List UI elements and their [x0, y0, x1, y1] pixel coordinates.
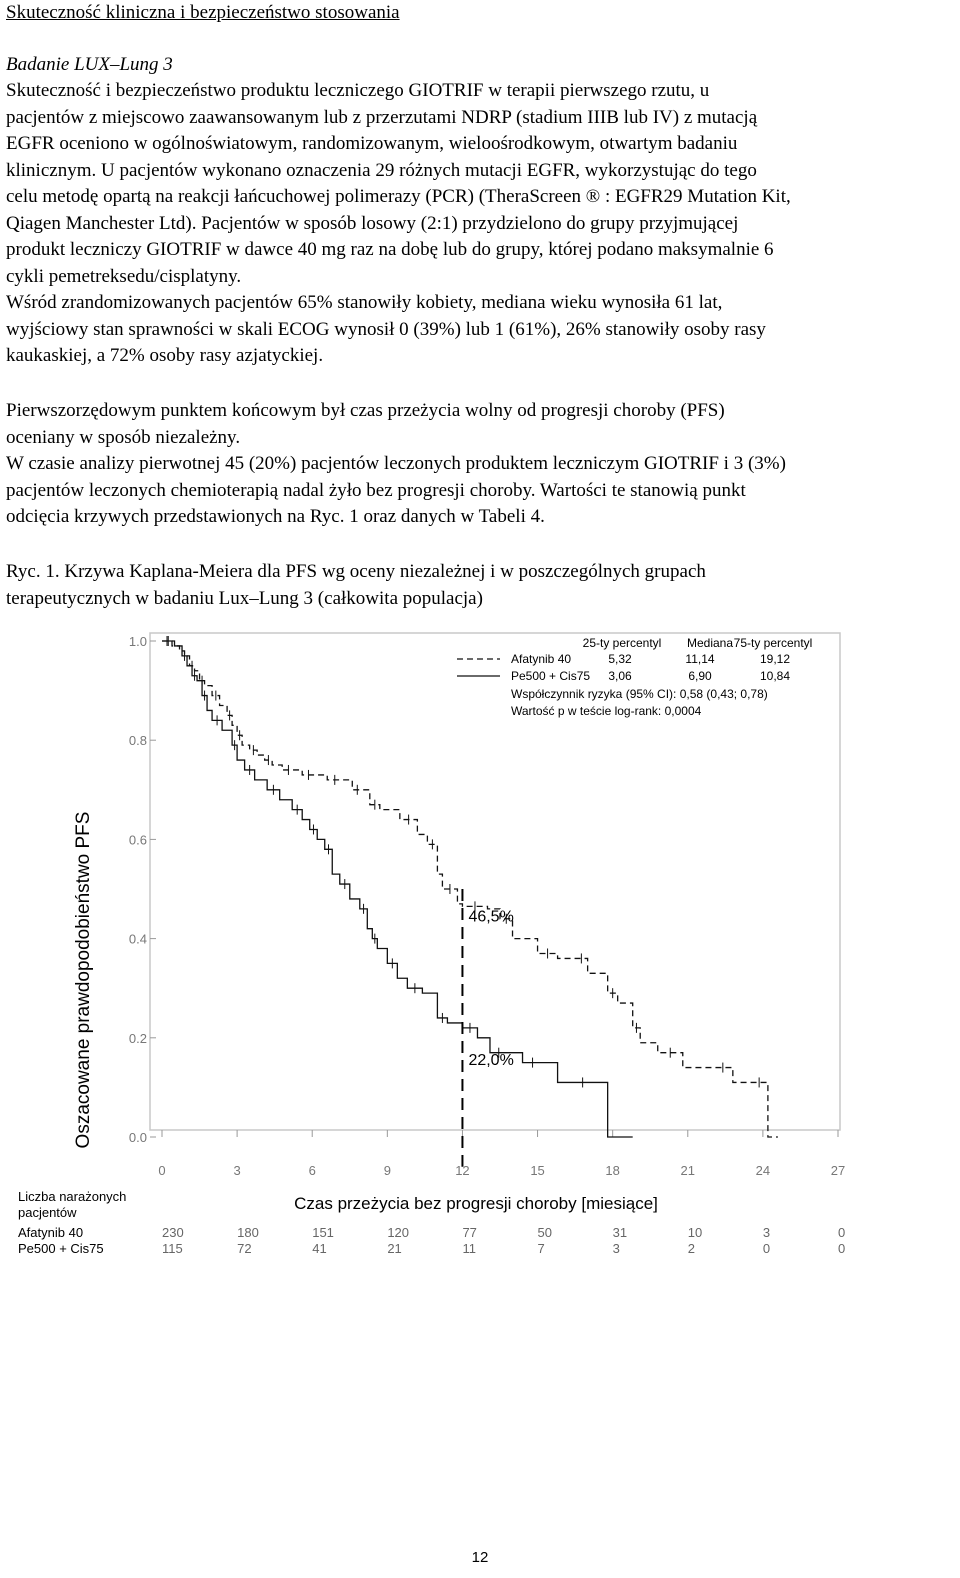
paragraph-line: wyjściowy stan sprawności w skali ECOG w… [6, 318, 766, 340]
risk-table-cell: 7 [538, 1241, 545, 1256]
figure-caption: Ryc. 1. Krzywa Kaplana-Meiera dla PFS wg… [6, 559, 951, 612]
paragraph-primary-endpoint: Pierwszorzędowym punktem końcowym był cz… [6, 398, 951, 531]
paragraph-line: EGFR oceniono w ogólnoświatowym, randomi… [6, 133, 738, 154]
legend-series-name: Afatynib 40 [511, 652, 571, 666]
risk-table-cell: 0 [763, 1241, 770, 1256]
series-line-afatynib [162, 640, 778, 1138]
legend: 25-ty percentyl Mediana 75-ty percentyl Afa… [457, 636, 812, 718]
y-tick-label: 0.8 [129, 733, 147, 748]
y-axis-label: Oszacowane prawdopodobieństwo PFS [73, 812, 94, 1149]
risk-table-cell: 11 [462, 1241, 476, 1256]
y-tick-label: 0.6 [129, 832, 147, 847]
paragraph-line: Pierwszorzędowym punktem końcowym był cz… [6, 400, 725, 421]
risk-table-cell: 3 [613, 1241, 620, 1256]
paragraph-line: Wśród zrandomizowanych pacjentów 65% sta… [6, 292, 723, 313]
legend-value-median: 11,14 [685, 652, 714, 666]
x-tick-label: 3 [233, 1163, 240, 1178]
p-value-text: Wartość p w teście log-rank: 0,0004 [511, 704, 702, 718]
risk-table-cell: 120 [387, 1225, 409, 1240]
paragraph-line: pacjentów z miejscowo zaawansowanym lub … [6, 106, 758, 128]
y-tick-label: 0.0 [129, 1130, 147, 1145]
risk-table-cell: 50 [538, 1225, 552, 1240]
annotation-label: 22,0% [468, 1052, 513, 1069]
risk-table-cell: 0 [838, 1241, 845, 1256]
risk-table-cell: 0 [838, 1225, 845, 1240]
annotation-label: 46,5% [468, 908, 513, 925]
legend-value-p75: 19,12 [760, 652, 790, 666]
legend-header: 75-ty percentyl [734, 636, 813, 650]
paragraph-line: produkt leczniczy GIOTRIF w dawce 40 mg … [6, 239, 774, 260]
paragraph-line: Qiagen Manchester Ltd). Pacjentów w spos… [6, 212, 739, 234]
x-axis: 0 3 6 9 12 15 18 21 24 27 [158, 1130, 845, 1178]
x-tick-label: 15 [530, 1163, 544, 1178]
risk-table-cell: 21 [387, 1241, 401, 1256]
x-axis-label: Czas przeżycia bez progresji choroby [mi… [294, 1194, 658, 1213]
risk-table-cell: 41 [312, 1241, 326, 1256]
paragraph-line: odcięcia krzywych przedstawionych na Ryc… [6, 506, 545, 527]
risk-table-title: Liczba narażonych [18, 1189, 126, 1204]
x-tick-label: 12 [455, 1163, 469, 1178]
y-tick-label: 0.4 [129, 932, 147, 947]
legend-value-p25: 3,06 [608, 669, 632, 683]
x-tick-label: 24 [756, 1163, 770, 1178]
risk-table-cell: 151 [312, 1225, 334, 1240]
x-tick-label: 6 [309, 1163, 316, 1178]
risk-table-cell: 10 [688, 1225, 702, 1240]
risk-table-cell: 115 [162, 1241, 183, 1256]
x-tick-label: 21 [681, 1163, 695, 1178]
risk-table-row-name: Afatynib 40 [18, 1225, 83, 1240]
hazard-ratio-text: Współczynnik ryzyka (95% CI): 0,58 (0,43… [511, 687, 768, 701]
paragraph-line: oceniany w sposób niezależny. [6, 426, 241, 448]
censor-marks [166, 636, 760, 1088]
legend-value-median: 6,90 [688, 669, 712, 683]
x-tick-label: 27 [831, 1163, 845, 1178]
legend-header: Mediana [687, 636, 733, 650]
caption-line: Ryc. 1. Krzywa Kaplana-Meiera dla PFS wg… [6, 561, 706, 582]
legend-value-p25: 5,32 [608, 652, 632, 666]
y-axis: 0.0 0.2 0.4 0.6 0.8 1.0 [129, 634, 156, 1145]
paragraph-line: celu metodę opartą na reakcji łańcuchowe… [6, 186, 791, 207]
risk-table-cell: 31 [613, 1225, 627, 1240]
paragraph-study-description: Skuteczność i bezpieczeństwo produktu le… [6, 78, 951, 370]
study-name: Badanie LUX–Lung 3 [6, 54, 173, 75]
risk-table-title: pacjentów [18, 1205, 77, 1220]
paragraph-line: kaukaskiej, a 72% osoby rasy azjatyckiej… [6, 345, 324, 366]
y-tick-label: 1.0 [129, 634, 147, 649]
paragraph-line: cykli pemetreksedu/cisplatyny. [6, 265, 242, 287]
risk-table-cell: 77 [462, 1225, 476, 1240]
legend-header: 25-ty percentyl [583, 636, 662, 650]
risk-table-cell: 180 [237, 1225, 259, 1240]
kaplan-meier-chart: 0.0 0.2 0.4 0.6 0.8 1.0 0 3 6 9 12 15 18 21 24 27 46,5… [0, 625, 960, 1265]
page-number: 12 [471, 1549, 489, 1566]
y-tick-label: 0.2 [129, 1031, 147, 1046]
paragraph-line: Skuteczność i bezpieczeństwo produktu le… [6, 80, 710, 101]
x-tick-label: 0 [158, 1163, 165, 1178]
caption-line: terapeutycznych w badaniu Lux–Lung 3 (ca… [6, 587, 483, 609]
paragraph-line: klinicznym. U pacjentów wykonano oznacze… [6, 159, 757, 181]
paragraph-line: pacjentów leczonych chemioterapią nadal … [6, 479, 746, 501]
annotations: 46,5% 22,0% [468, 908, 513, 1069]
risk-table-cell: 3 [763, 1225, 770, 1240]
risk-table-cell: 230 [162, 1225, 184, 1240]
risk-table-cell: 2 [688, 1241, 695, 1256]
risk-table-cell: 72 [237, 1241, 251, 1256]
risk-table-row-name: Pe500 + Cis75 [18, 1241, 104, 1256]
section-title: Skuteczność kliniczna i bezpieczeństwo s… [6, 2, 400, 23]
paragraph-line: W czasie analizy pierwotnej 45 (20%) pac… [6, 453, 786, 474]
legend-value-p75: 10,84 [760, 669, 790, 683]
legend-series-name: Pe500 + Cis75 [511, 669, 590, 683]
x-tick-label: 18 [605, 1163, 619, 1178]
plot-area-frame [149, 632, 841, 1131]
x-tick-label: 9 [384, 1163, 391, 1178]
